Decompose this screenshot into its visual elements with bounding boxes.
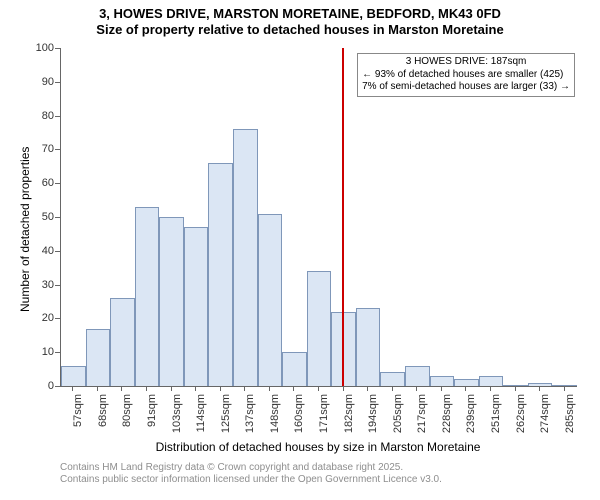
x-tick-mark	[72, 386, 73, 391]
x-tick-label: 68sqm	[97, 394, 109, 444]
y-tick-label: 30	[26, 279, 54, 291]
x-tick-label: 285sqm	[564, 394, 576, 444]
x-tick-mark	[244, 386, 245, 391]
y-tick-label: 60	[26, 177, 54, 189]
bar	[258, 214, 283, 386]
y-tick-label: 20	[26, 312, 54, 324]
bar	[479, 376, 504, 386]
y-tick-label: 40	[26, 245, 54, 257]
x-tick-mark	[465, 386, 466, 391]
x-tick-mark	[539, 386, 540, 391]
x-tick-mark	[343, 386, 344, 391]
bar	[405, 366, 430, 386]
title-line-1: 3, HOWES DRIVE, MARSTON MORETAINE, BEDFO…	[0, 6, 600, 22]
x-tick-mark	[318, 386, 319, 391]
x-tick-label: 57sqm	[72, 394, 84, 444]
y-tick-label: 100	[26, 42, 54, 54]
y-tick-mark	[55, 386, 60, 387]
annotation-line: 7% of semi-detached houses are larger (3…	[362, 81, 570, 94]
x-tick-label: 251sqm	[490, 394, 502, 444]
y-tick-label: 90	[26, 76, 54, 88]
y-tick-label: 50	[26, 211, 54, 223]
bar	[552, 385, 577, 386]
chart-header: 3, HOWES DRIVE, MARSTON MORETAINE, BEDFO…	[0, 0, 600, 37]
y-tick-label: 80	[26, 110, 54, 122]
attribution-line-1: Contains HM Land Registry data © Crown c…	[60, 462, 442, 474]
bar	[159, 217, 184, 386]
reference-line	[342, 48, 344, 386]
bar	[61, 366, 86, 386]
y-tick-label: 70	[26, 143, 54, 155]
bar	[110, 298, 135, 386]
annotation-line: ← 93% of detached houses are smaller (42…	[362, 69, 570, 82]
y-tick-mark	[55, 116, 60, 117]
x-tick-label: 228sqm	[441, 394, 453, 444]
x-tick-mark	[269, 386, 270, 391]
bar	[503, 385, 528, 386]
x-tick-label: 217sqm	[416, 394, 428, 444]
x-tick-label: 103sqm	[171, 394, 183, 444]
x-tick-label: 262sqm	[515, 394, 527, 444]
x-tick-label: 171sqm	[318, 394, 330, 444]
x-tick-label: 125sqm	[220, 394, 232, 444]
bar	[184, 227, 209, 386]
bar	[135, 207, 160, 386]
bar	[356, 308, 381, 386]
x-tick-mark	[564, 386, 565, 391]
x-tick-mark	[441, 386, 442, 391]
y-tick-mark	[55, 149, 60, 150]
title-line-2: Size of property relative to detached ho…	[0, 22, 600, 38]
x-tick-label: 80sqm	[121, 394, 133, 444]
y-tick-mark	[55, 251, 60, 252]
x-tick-mark	[121, 386, 122, 391]
attribution-text: Contains HM Land Registry data © Crown c…	[60, 462, 442, 486]
x-tick-mark	[392, 386, 393, 391]
x-tick-mark	[490, 386, 491, 391]
x-tick-label: 114sqm	[195, 394, 207, 444]
x-tick-mark	[97, 386, 98, 391]
y-tick-mark	[55, 82, 60, 83]
x-tick-label: 148sqm	[269, 394, 281, 444]
bar	[233, 129, 258, 386]
x-tick-mark	[195, 386, 196, 391]
attribution-line-2: Contains public sector information licen…	[60, 474, 442, 486]
bar	[208, 163, 233, 386]
bar	[282, 352, 307, 386]
bar	[454, 379, 479, 386]
y-tick-mark	[55, 285, 60, 286]
x-tick-label: 239sqm	[465, 394, 477, 444]
bar	[307, 271, 332, 386]
x-tick-mark	[293, 386, 294, 391]
x-tick-label: 182sqm	[343, 394, 355, 444]
bar	[380, 372, 405, 386]
x-tick-mark	[515, 386, 516, 391]
x-tick-mark	[220, 386, 221, 391]
annotation-line: 3 HOWES DRIVE: 187sqm	[362, 56, 570, 69]
x-tick-label: 91sqm	[146, 394, 158, 444]
x-tick-mark	[367, 386, 368, 391]
x-tick-label: 160sqm	[293, 394, 305, 444]
y-tick-mark	[55, 183, 60, 184]
y-tick-label: 0	[26, 380, 54, 392]
x-tick-label: 205sqm	[392, 394, 404, 444]
annotation-box: 3 HOWES DRIVE: 187sqm← 93% of detached h…	[357, 53, 575, 97]
bar	[86, 329, 111, 386]
x-tick-label: 137sqm	[244, 394, 256, 444]
y-tick-mark	[55, 352, 60, 353]
x-tick-mark	[146, 386, 147, 391]
y-tick-mark	[55, 318, 60, 319]
x-tick-label: 194sqm	[367, 394, 379, 444]
y-tick-mark	[55, 217, 60, 218]
x-tick-label: 274sqm	[539, 394, 551, 444]
bar	[430, 376, 455, 386]
y-tick-label: 10	[26, 346, 54, 358]
y-tick-mark	[55, 48, 60, 49]
plot-area: 3 HOWES DRIVE: 187sqm← 93% of detached h…	[60, 48, 577, 387]
chart-container: 3, HOWES DRIVE, MARSTON MORETAINE, BEDFO…	[0, 0, 600, 500]
x-tick-mark	[171, 386, 172, 391]
x-tick-mark	[416, 386, 417, 391]
